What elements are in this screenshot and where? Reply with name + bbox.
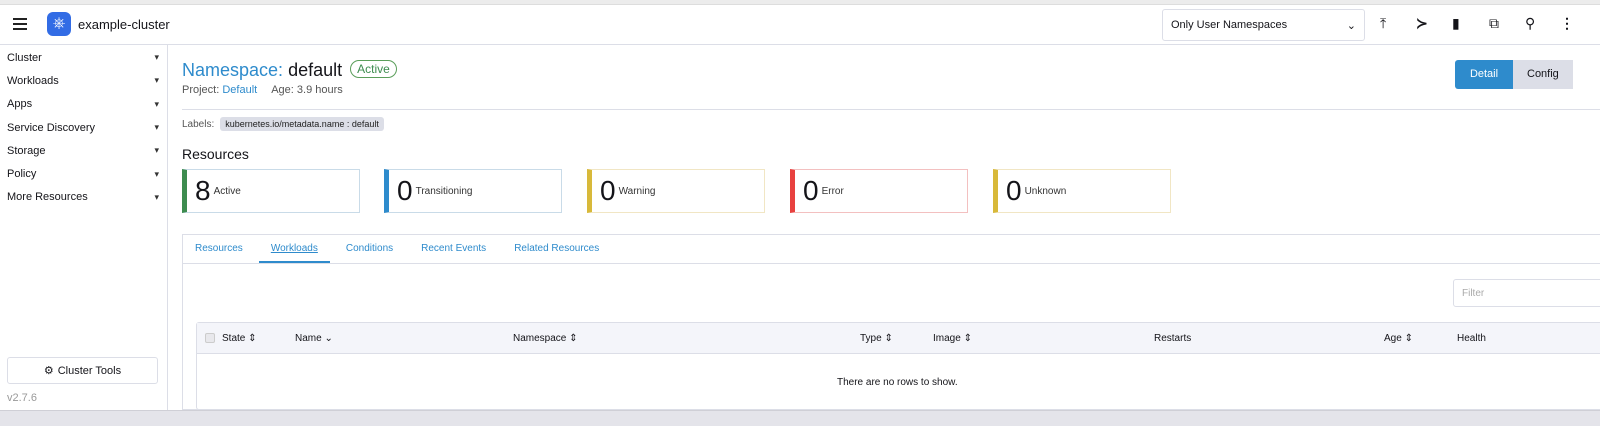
tab-resources[interactable]: Resources <box>195 243 243 254</box>
labels-label: Labels: <box>182 118 215 130</box>
chevron-down-icon: ▾ <box>154 191 159 202</box>
view-toggle: Detail Config <box>1455 60 1573 89</box>
column-type[interactable]: Type ⇕ <box>860 333 893 344</box>
resource-type-link[interactable]: Namespace: <box>182 60 284 80</box>
tab-conditions[interactable]: Conditions <box>345 243 394 254</box>
chevron-down-icon: ▾ <box>154 168 159 179</box>
config-button[interactable]: Config <box>1513 60 1573 89</box>
column-namespace[interactable]: Namespace ⇕ <box>513 333 578 344</box>
card-count: 0 <box>803 175 819 206</box>
labels-row: Labels: kubernetes.io/metadata.name : def… <box>182 117 384 131</box>
column-image[interactable]: Image ⇕ <box>933 333 972 344</box>
cluster-tools-label: Cluster Tools <box>57 364 122 377</box>
page-meta: Project: Default Age: 3.9 hours <box>182 84 343 96</box>
card-count: 0 <box>600 175 616 206</box>
chevron-down-icon: ▾ <box>154 75 159 86</box>
card-label: Warning <box>618 185 656 197</box>
tab-workloads[interactable]: Workloads <box>258 235 330 263</box>
card-label: Transitioning <box>415 185 473 197</box>
column-health: Health <box>1457 333 1486 344</box>
gear-icon: ⚙ <box>43 365 54 377</box>
namespace-name: default <box>288 60 343 80</box>
cluster-tools-button[interactable]: ⚙ Cluster Tools <box>7 357 158 384</box>
card-label: Active <box>213 185 241 197</box>
kubernetes-logo-icon: ⎈ <box>47 12 71 36</box>
project-link[interactable]: Default <box>222 84 258 96</box>
card-label: Error <box>821 185 844 197</box>
resources-heading: Resources <box>182 146 249 162</box>
column-state[interactable]: State ⇕ <box>222 333 257 344</box>
chevron-down-icon: ▾ <box>154 98 159 109</box>
copy-kubeconfig-icon[interactable]: ⧉ <box>1489 15 1499 31</box>
filter-input[interactable]: Filter <box>1453 279 1600 307</box>
empty-message: There are no rows to show. <box>837 377 958 388</box>
namespace-filter-value: Only User Namespaces <box>1171 19 1288 31</box>
tab-bar: Resources Workloads Conditions Recent Ev… <box>183 235 1600 264</box>
label-chip: kubernetes.io/metadata.name : default <box>220 117 384 131</box>
column-restarts: Restarts <box>1154 333 1192 344</box>
more-icon[interactable]: ⋮ <box>1560 15 1574 31</box>
top-header: ⎈ example-cluster Only User Namespaces ⌄ … <box>0 5 1600 45</box>
detail-button[interactable]: Detail <box>1455 60 1513 89</box>
search-icon[interactable]: ⚲ <box>1525 15 1536 31</box>
browser-top-strip <box>0 0 1600 5</box>
select-all-checkbox[interactable] <box>205 333 215 343</box>
version-label: v2.7.6 <box>7 392 37 404</box>
column-age[interactable]: Age ⇕ <box>1384 333 1413 344</box>
tabs-panel: Resources Workloads Conditions Recent Ev… <box>182 234 1600 410</box>
import-yaml-icon[interactable]: ⤒ <box>1380 15 1387 31</box>
card-count: 0 <box>397 175 413 206</box>
kubeconfig-file-icon[interactable]: ▮ <box>1452 15 1460 31</box>
namespace-filter-select[interactable]: Only User Namespaces ⌄ <box>1162 9 1365 41</box>
chevron-down-icon: ▾ <box>154 52 159 63</box>
sidebar-item-label: Cluster <box>7 51 42 64</box>
card-label: Unknown <box>1024 185 1067 197</box>
sidebar-item-service-discovery[interactable]: Service Discovery ▾ <box>0 116 167 139</box>
horizontal-scrollbar[interactable] <box>0 410 1600 426</box>
status-card-transitioning: 0 Transitioning <box>384 169 562 213</box>
kubectl-shell-icon[interactable]: ≻ <box>1416 15 1428 31</box>
table-header: State ⇕ Name ⌄ Namespace ⇕ Type ⇕ Image … <box>197 323 1600 354</box>
sidebar-item-label: Workloads <box>7 74 59 87</box>
chevron-down-icon: ⌄ <box>1346 20 1356 32</box>
sidebar-item-more-resources[interactable]: More Resources ▾ <box>0 186 167 209</box>
sidebar-item-cluster[interactable]: Cluster ▾ <box>0 46 167 69</box>
card-count: 0 <box>1006 175 1022 206</box>
sidebar-item-workloads[interactable]: Workloads ▾ <box>0 69 167 92</box>
sidebar-item-label: Storage <box>7 144 46 157</box>
project-label: Project: <box>182 84 220 96</box>
chevron-down-icon: ▾ <box>154 122 159 133</box>
chevron-down-icon: ▾ <box>154 145 159 156</box>
sidebar-item-label: More Resources <box>7 191 88 204</box>
status-card-active: 8 Active <box>182 169 360 213</box>
tab-related-resources[interactable]: Related Resources <box>514 243 600 254</box>
status-card-warning: 0 Warning <box>587 169 765 213</box>
status-card-error: 0 Error <box>790 169 968 213</box>
cluster-name: example-cluster <box>78 17 170 32</box>
workloads-table: State ⇕ Name ⌄ Namespace ⇕ Type ⇕ Image … <box>196 322 1600 410</box>
sidebar-item-label: Apps <box>7 98 33 111</box>
age: Age: 3.9 hours <box>271 84 343 96</box>
sidebar-item-label: Policy <box>7 168 37 181</box>
status-card-unknown: 0 Unknown <box>993 169 1171 213</box>
page-title: Namespace: default Active <box>182 60 397 81</box>
sidebar-item-apps[interactable]: Apps ▾ <box>0 93 167 116</box>
status-badge: Active <box>350 60 397 78</box>
tab-recent-events[interactable]: Recent Events <box>421 243 487 254</box>
sidebar-item-label: Service Discovery <box>7 121 96 134</box>
sidebar-item-storage[interactable]: Storage ▾ <box>0 139 167 162</box>
column-name[interactable]: Name ⌄ <box>295 333 333 344</box>
card-count: 8 <box>195 175 211 206</box>
menu-icon[interactable] <box>13 18 27 30</box>
sidebar: Cluster ▾ Workloads ▾ Apps ▾ Service Discov… <box>0 45 168 410</box>
divider <box>182 109 1600 110</box>
sidebar-item-policy[interactable]: Policy ▾ <box>0 162 167 185</box>
